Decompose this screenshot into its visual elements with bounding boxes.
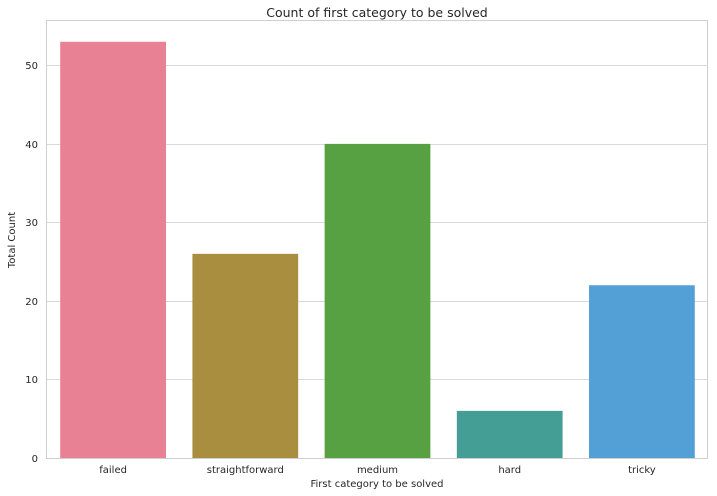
y-tick-labels: 0 10 20 30 40 50 (25, 61, 38, 465)
y-tick-label: 10 (25, 375, 38, 386)
x-tick-label-tricky: tricky (628, 465, 656, 476)
bar-medium (325, 144, 431, 458)
bar-tricky (589, 285, 695, 458)
y-tick-label: 50 (25, 61, 38, 72)
x-tick-label-straightforward: straightforward (207, 465, 284, 476)
y-tick-label: 30 (25, 218, 38, 229)
y-tick-label: 40 (25, 140, 38, 151)
chart-title: Count of first category to be solved (266, 5, 488, 20)
x-tick-label-failed: failed (99, 465, 127, 476)
y-tick-label: 0 (32, 454, 38, 465)
x-tick-labels: failed straightforward medium hard tricky (99, 465, 656, 476)
x-tick-label-medium: medium (357, 465, 398, 476)
x-tick-label-hard: hard (498, 465, 521, 476)
x-axis-label: First category to be solved (310, 479, 443, 490)
bars (60, 42, 695, 458)
y-tick-label: 20 (25, 297, 38, 308)
bar-hard (457, 411, 563, 458)
bar-failed (60, 42, 166, 458)
bar-straightforward (192, 254, 298, 458)
y-axis-label: Total Count (7, 212, 18, 269)
